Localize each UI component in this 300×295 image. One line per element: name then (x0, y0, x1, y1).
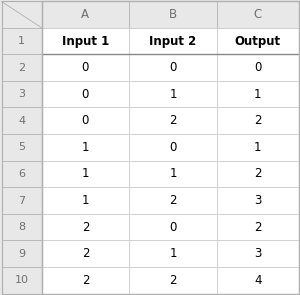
Bar (2, 107, 42, 134)
Text: 0: 0 (169, 141, 177, 154)
Text: 2: 2 (169, 274, 177, 287)
Text: 7: 7 (18, 196, 25, 206)
Bar (42, 107, 129, 134)
Bar (2, 214, 42, 240)
Text: 2: 2 (82, 221, 89, 234)
Bar (2, 54, 42, 81)
Text: 0: 0 (169, 61, 177, 74)
Bar (129, 187, 217, 214)
Bar (42, 214, 129, 240)
Bar (2, 81, 42, 107)
Text: 10: 10 (14, 275, 28, 285)
Bar (217, 161, 298, 187)
Bar (217, 214, 298, 240)
Text: 0: 0 (169, 221, 177, 234)
Text: 2: 2 (169, 114, 177, 127)
Text: 2: 2 (82, 274, 89, 287)
Text: 5: 5 (18, 142, 25, 152)
Bar (2, 1, 42, 294)
Text: 1: 1 (82, 168, 89, 181)
Text: 1: 1 (169, 168, 177, 181)
Text: 1: 1 (18, 36, 25, 46)
Text: 3: 3 (254, 247, 261, 260)
Bar (217, 107, 298, 134)
Bar (42, 54, 129, 81)
Bar (129, 54, 217, 81)
Text: 2: 2 (254, 221, 261, 234)
Bar (42, 28, 129, 54)
Text: 0: 0 (82, 114, 89, 127)
Bar (129, 28, 217, 54)
Bar (42, 161, 129, 187)
Bar (42, 134, 129, 161)
Bar (217, 240, 298, 267)
Bar (2, 134, 42, 161)
Bar (217, 187, 298, 214)
Bar (42, 1, 129, 28)
Text: 2: 2 (169, 194, 177, 207)
Text: 9: 9 (18, 249, 25, 259)
Text: Input 2: Input 2 (149, 35, 196, 47)
Bar (2, 161, 42, 187)
Bar (129, 240, 217, 267)
Text: A: A (81, 8, 89, 21)
Bar (42, 187, 129, 214)
Text: 3: 3 (254, 194, 261, 207)
Bar (42, 267, 129, 294)
Text: 1: 1 (82, 141, 89, 154)
Bar (129, 134, 217, 161)
Bar (2, 240, 42, 267)
Text: 2: 2 (254, 114, 261, 127)
Text: 4: 4 (254, 274, 261, 287)
Text: 0: 0 (82, 61, 89, 74)
Text: 1: 1 (82, 194, 89, 207)
Bar (2, 1, 42, 28)
Text: Output: Output (235, 35, 281, 47)
Bar (129, 214, 217, 240)
Bar (42, 81, 129, 107)
Bar (129, 1, 217, 28)
Bar (2, 187, 42, 214)
Text: 0: 0 (82, 88, 89, 101)
Text: 2: 2 (82, 247, 89, 260)
Text: 1: 1 (254, 141, 261, 154)
Text: 6: 6 (18, 169, 25, 179)
Text: Input 1: Input 1 (62, 35, 109, 47)
Text: 8: 8 (18, 222, 25, 232)
Bar (2, 267, 42, 294)
Bar (217, 54, 298, 81)
Bar (217, 81, 298, 107)
Bar (129, 161, 217, 187)
Text: B: B (169, 8, 177, 21)
Text: 2: 2 (18, 63, 25, 73)
Bar (129, 267, 217, 294)
Text: 2: 2 (254, 168, 261, 181)
Bar (217, 267, 298, 294)
Bar (217, 28, 298, 54)
Bar (129, 81, 217, 107)
Text: C: C (254, 8, 262, 21)
Text: 0: 0 (254, 61, 261, 74)
Bar (129, 107, 217, 134)
Bar (42, 1, 298, 294)
Bar (217, 134, 298, 161)
Text: 4: 4 (18, 116, 25, 126)
Text: 1: 1 (169, 88, 177, 101)
Bar (2, 28, 42, 54)
Text: 1: 1 (169, 247, 177, 260)
Bar (217, 1, 298, 28)
Bar (42, 240, 129, 267)
Text: 1: 1 (254, 88, 261, 101)
Text: 3: 3 (18, 89, 25, 99)
